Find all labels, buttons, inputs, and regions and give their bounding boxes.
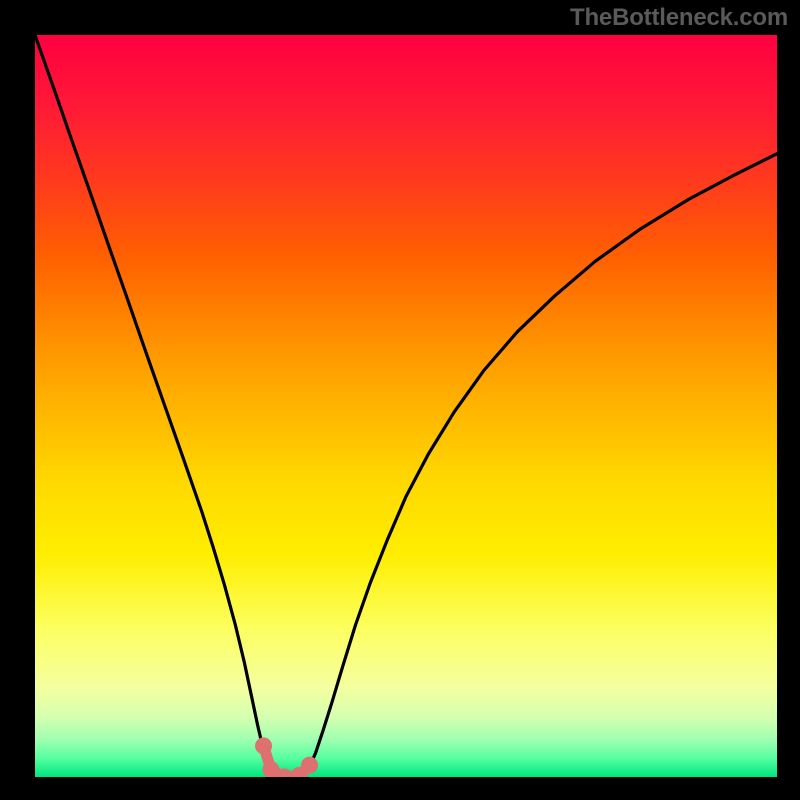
chart-canvas: TheBottleneck.com (0, 0, 800, 800)
plot-area (35, 35, 777, 777)
marker-point-0 (255, 737, 272, 754)
plot-background (35, 35, 777, 777)
chart-svg (35, 35, 777, 777)
marker-point-4 (301, 757, 318, 774)
source-watermark: TheBottleneck.com (570, 4, 788, 32)
